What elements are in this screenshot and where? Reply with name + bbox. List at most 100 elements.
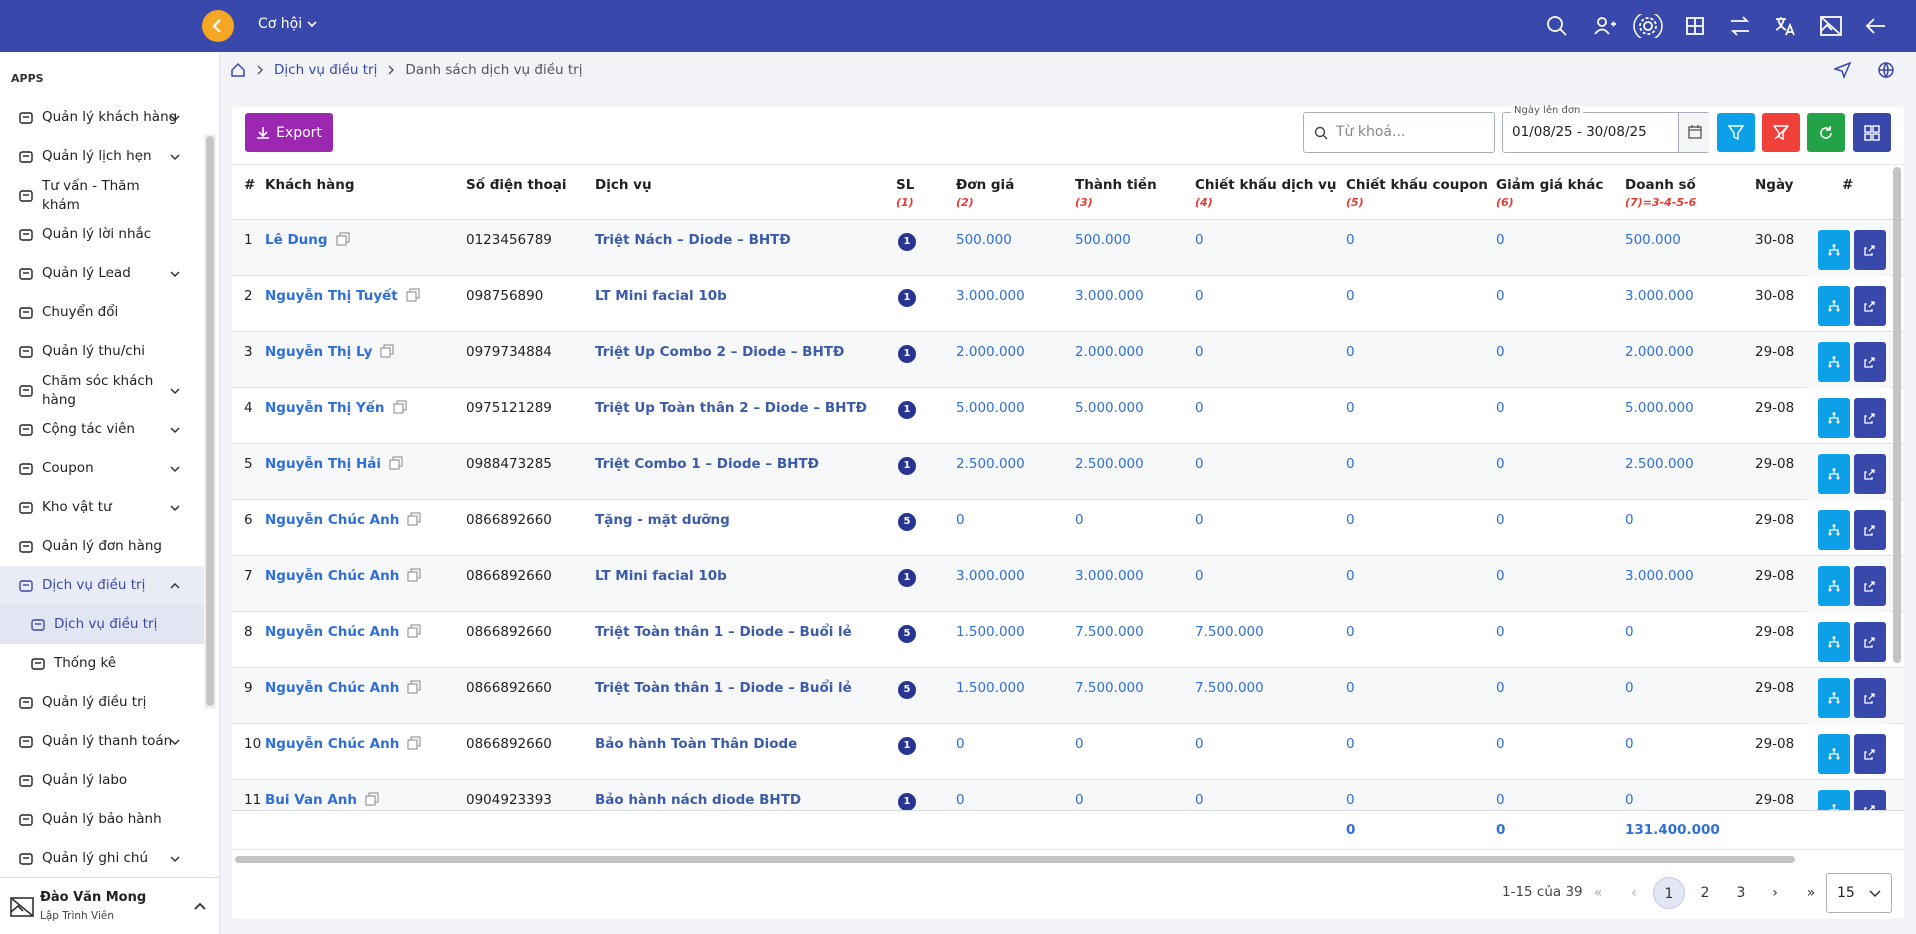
- horizontal-scrollbar[interactable]: [235, 856, 1795, 863]
- edit-button[interactable]: [1854, 678, 1886, 718]
- page-button[interactable]: 2: [1700, 885, 1710, 901]
- nav-label[interactable]: Quản lý thu/chi: [42, 343, 146, 359]
- service[interactable]: Triệt Toàn thân 1 – Diode – Buổi lẻ: [595, 624, 852, 640]
- customer-name[interactable]: Bui Van Anh: [265, 792, 379, 808]
- nav-label[interactable]: Coupon: [42, 460, 94, 476]
- prev-page[interactable]: ‹: [1631, 885, 1637, 901]
- detail-button[interactable]: [1818, 678, 1850, 718]
- service[interactable]: Triệt Nách – Diode – BHTĐ: [595, 232, 791, 248]
- detail-button[interactable]: [1818, 286, 1850, 326]
- add-user-icon[interactable]: [1594, 17, 1616, 35]
- edit-button[interactable]: [1854, 286, 1886, 326]
- nav-label[interactable]: Cộng tác viên: [42, 421, 135, 437]
- customer-name[interactable]: Nguyễn Chúc Anh: [265, 680, 421, 696]
- service[interactable]: Bảo hành nách diode BHTD: [595, 792, 802, 808]
- nav-item[interactable]: Quản lý lời nhắc: [0, 215, 204, 254]
- nav-label[interactable]: Quản lý lịch hẹn: [42, 148, 152, 164]
- edit-button[interactable]: [1854, 790, 1886, 810]
- nav-item[interactable]: Quản lý thanh toán: [0, 722, 204, 761]
- nav-item[interactable]: Chăm sóc khách hàng: [0, 371, 204, 410]
- edit-button[interactable]: [1854, 398, 1886, 438]
- nav-label[interactable]: Quản lý thanh toán: [42, 733, 173, 749]
- module-selector[interactable]: Cơ hội: [258, 16, 317, 32]
- nav-label[interactable]: Quản lý điều trị: [42, 694, 147, 710]
- nav-item[interactable]: Quản lý bảo hành: [0, 800, 204, 839]
- service[interactable]: Tặng - mặt dưỡng: [595, 512, 730, 528]
- customer-name[interactable]: Nguyễn Thị Yến: [265, 400, 407, 416]
- customer-name[interactable]: Nguyễn Thị Tuyết: [265, 288, 420, 304]
- edit-button[interactable]: [1854, 230, 1886, 270]
- first-page[interactable]: «: [1593, 885, 1603, 901]
- nav-label[interactable]: Quản lý lời nhắc: [42, 226, 152, 242]
- nav-label[interactable]: Tư vấn - Thăm khám: [42, 177, 140, 213]
- customer-name[interactable]: Nguyễn Thị Hải: [265, 456, 403, 472]
- service[interactable]: Triệt Combo 1 – Diode – BHTĐ: [595, 456, 819, 472]
- nav-item[interactable]: Coupon: [0, 449, 204, 488]
- language-icon[interactable]: [1775, 17, 1795, 36]
- calendar-button[interactable]: [1678, 113, 1710, 152]
- nav-item[interactable]: Chuyển đổi: [0, 293, 204, 332]
- nav-label[interactable]: Dịch vụ điều trị: [54, 616, 158, 632]
- detail-button[interactable]: [1818, 342, 1850, 382]
- service[interactable]: LT Mini facial 10b: [595, 288, 727, 304]
- service[interactable]: Bảo hành Toàn Thân Diode: [595, 736, 798, 752]
- next-page[interactable]: ›: [1772, 885, 1778, 901]
- nav-label[interactable]: Quản lý khách hàng: [42, 109, 178, 125]
- module-name[interactable]: Cơ hội: [258, 16, 303, 32]
- send-icon[interactable]: [1834, 61, 1852, 79]
- nav-label[interactable]: Thống kê: [54, 655, 117, 671]
- nav-item[interactable]: Quản lý Lead: [0, 254, 204, 293]
- customer-name[interactable]: Nguyễn Thị Ly: [265, 344, 395, 360]
- nav-item[interactable]: Dịch vụ điều trị: [0, 566, 204, 605]
- customer-name[interactable]: Nguyễn Chúc Anh: [265, 512, 421, 528]
- nav-item[interactable]: Quản lý điều trị: [0, 683, 204, 722]
- edit-button[interactable]: [1854, 566, 1886, 606]
- customer-name[interactable]: Lê Dung: [265, 232, 350, 248]
- nav-item[interactable]: Quản lý khách hàng: [0, 98, 204, 137]
- scroll-thumb[interactable]: [206, 136, 214, 706]
- clear-filter-button[interactable]: [1762, 113, 1800, 152]
- nav-item[interactable]: Quản lý ghi chú: [0, 839, 204, 878]
- service[interactable]: Triệt Up Toàn thân 2 – Diode – BHTĐ: [595, 400, 867, 416]
- detail-button[interactable]: [1818, 454, 1850, 494]
- nav-item[interactable]: Quản lý thu/chi: [0, 332, 204, 371]
- nav-item[interactable]: Quản lý labo: [0, 761, 204, 800]
- page-size-select[interactable]: 15: [1826, 873, 1892, 913]
- breadcrumb-link[interactable]: Dịch vụ điều trị: [274, 62, 378, 78]
- edit-button[interactable]: [1854, 342, 1886, 382]
- edit-button[interactable]: [1854, 454, 1886, 494]
- service[interactable]: Triệt Toàn thân 1 – Diode – Buổi lẻ: [595, 680, 852, 696]
- detail-button[interactable]: [1818, 566, 1850, 606]
- last-page[interactable]: »: [1806, 885, 1816, 901]
- detail-button[interactable]: [1818, 790, 1850, 810]
- nav-subitem[interactable]: Thống kê: [0, 644, 204, 683]
- service[interactable]: Triệt Up Combo 2 – Diode – BHTĐ: [595, 344, 845, 360]
- page-size[interactable]: 15: [1837, 885, 1855, 901]
- vertical-scrollbar[interactable]: [1893, 167, 1901, 663]
- detail-button[interactable]: [1818, 734, 1850, 774]
- nav-label[interactable]: Quản lý labo: [42, 772, 128, 788]
- date-range-picker[interactable]: Ngày lên đơn 01/08/25 - 30/08/25: [1502, 105, 1710, 153]
- customer-name[interactable]: Nguyễn Chúc Anh: [265, 736, 421, 752]
- nav-item[interactable]: Cộng tác viên: [0, 410, 204, 449]
- detail-button[interactable]: [1818, 398, 1850, 438]
- globe-icon[interactable]: [1878, 62, 1894, 79]
- back-icon[interactable]: [1865, 18, 1885, 34]
- nav-label[interactable]: Quản lý bảo hành: [42, 811, 162, 827]
- nav-label[interactable]: Chuyển đổi: [42, 304, 119, 320]
- nav-label[interactable]: Quản lý ghi chú: [42, 850, 149, 866]
- customer-name[interactable]: Nguyễn Chúc Anh: [265, 624, 421, 640]
- edit-button[interactable]: [1854, 734, 1886, 774]
- collapse-button[interactable]: [201, 9, 235, 43]
- export-button[interactable]: Export: [245, 113, 333, 152]
- nav-label[interactable]: Quản lý Lead: [42, 265, 131, 281]
- search-box[interactable]: Từ khoá...: [1303, 112, 1495, 153]
- customer-name[interactable]: Nguyễn Chúc Anh: [265, 568, 421, 584]
- detail-button[interactable]: [1818, 230, 1850, 270]
- nav-item[interactable]: Quản lý lịch hẹn: [0, 137, 204, 176]
- detail-button[interactable]: [1818, 510, 1850, 550]
- apps-icon[interactable]: [1686, 17, 1704, 35]
- nav-item[interactable]: Tư vấn - Thăm khám: [0, 176, 204, 215]
- home-icon[interactable]: [230, 62, 246, 78]
- nav-label[interactable]: Dịch vụ điều trị: [42, 577, 146, 593]
